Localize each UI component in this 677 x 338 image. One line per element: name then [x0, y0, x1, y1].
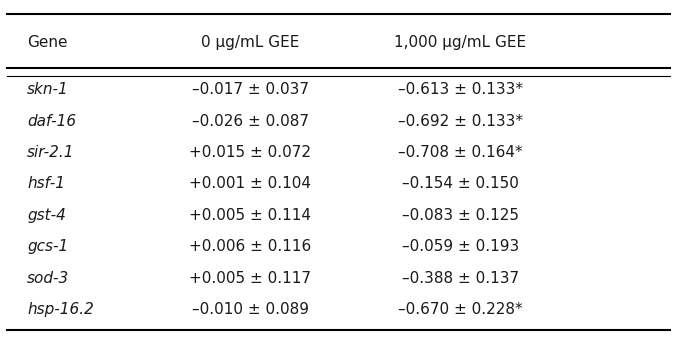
Text: –0.670 ± 0.228*: –0.670 ± 0.228* [398, 302, 523, 317]
Text: 0 μg/mL GEE: 0 μg/mL GEE [201, 35, 300, 50]
Text: –0.017 ± 0.037: –0.017 ± 0.037 [192, 82, 309, 97]
Text: +0.005 ± 0.117: +0.005 ± 0.117 [190, 271, 311, 286]
Text: sir-2.1: sir-2.1 [27, 145, 74, 160]
Text: Gene: Gene [27, 35, 68, 50]
Text: sod-3: sod-3 [27, 271, 69, 286]
Text: +0.005 ± 0.114: +0.005 ± 0.114 [190, 208, 311, 223]
Text: skn-1: skn-1 [27, 82, 69, 97]
Text: +0.001 ± 0.104: +0.001 ± 0.104 [190, 176, 311, 191]
Text: –0.026 ± 0.087: –0.026 ± 0.087 [192, 114, 309, 128]
Text: –0.692 ± 0.133*: –0.692 ± 0.133* [398, 114, 523, 128]
Text: 1,000 μg/mL GEE: 1,000 μg/mL GEE [394, 35, 527, 50]
Text: –0.083 ± 0.125: –0.083 ± 0.125 [402, 208, 519, 223]
Text: daf-16: daf-16 [27, 114, 77, 128]
Text: hsp-16.2: hsp-16.2 [27, 302, 94, 317]
Text: –0.388 ± 0.137: –0.388 ± 0.137 [401, 271, 519, 286]
Text: hsf-1: hsf-1 [27, 176, 65, 191]
Text: –0.708 ± 0.164*: –0.708 ± 0.164* [398, 145, 523, 160]
Text: gcs-1: gcs-1 [27, 239, 68, 254]
Text: –0.154 ± 0.150: –0.154 ± 0.150 [402, 176, 519, 191]
Text: gst-4: gst-4 [27, 208, 66, 223]
Text: –0.613 ± 0.133*: –0.613 ± 0.133* [398, 82, 523, 97]
Text: –0.059 ± 0.193: –0.059 ± 0.193 [401, 239, 519, 254]
Text: +0.006 ± 0.116: +0.006 ± 0.116 [190, 239, 311, 254]
Text: –0.010 ± 0.089: –0.010 ± 0.089 [192, 302, 309, 317]
Text: +0.015 ± 0.072: +0.015 ± 0.072 [190, 145, 311, 160]
